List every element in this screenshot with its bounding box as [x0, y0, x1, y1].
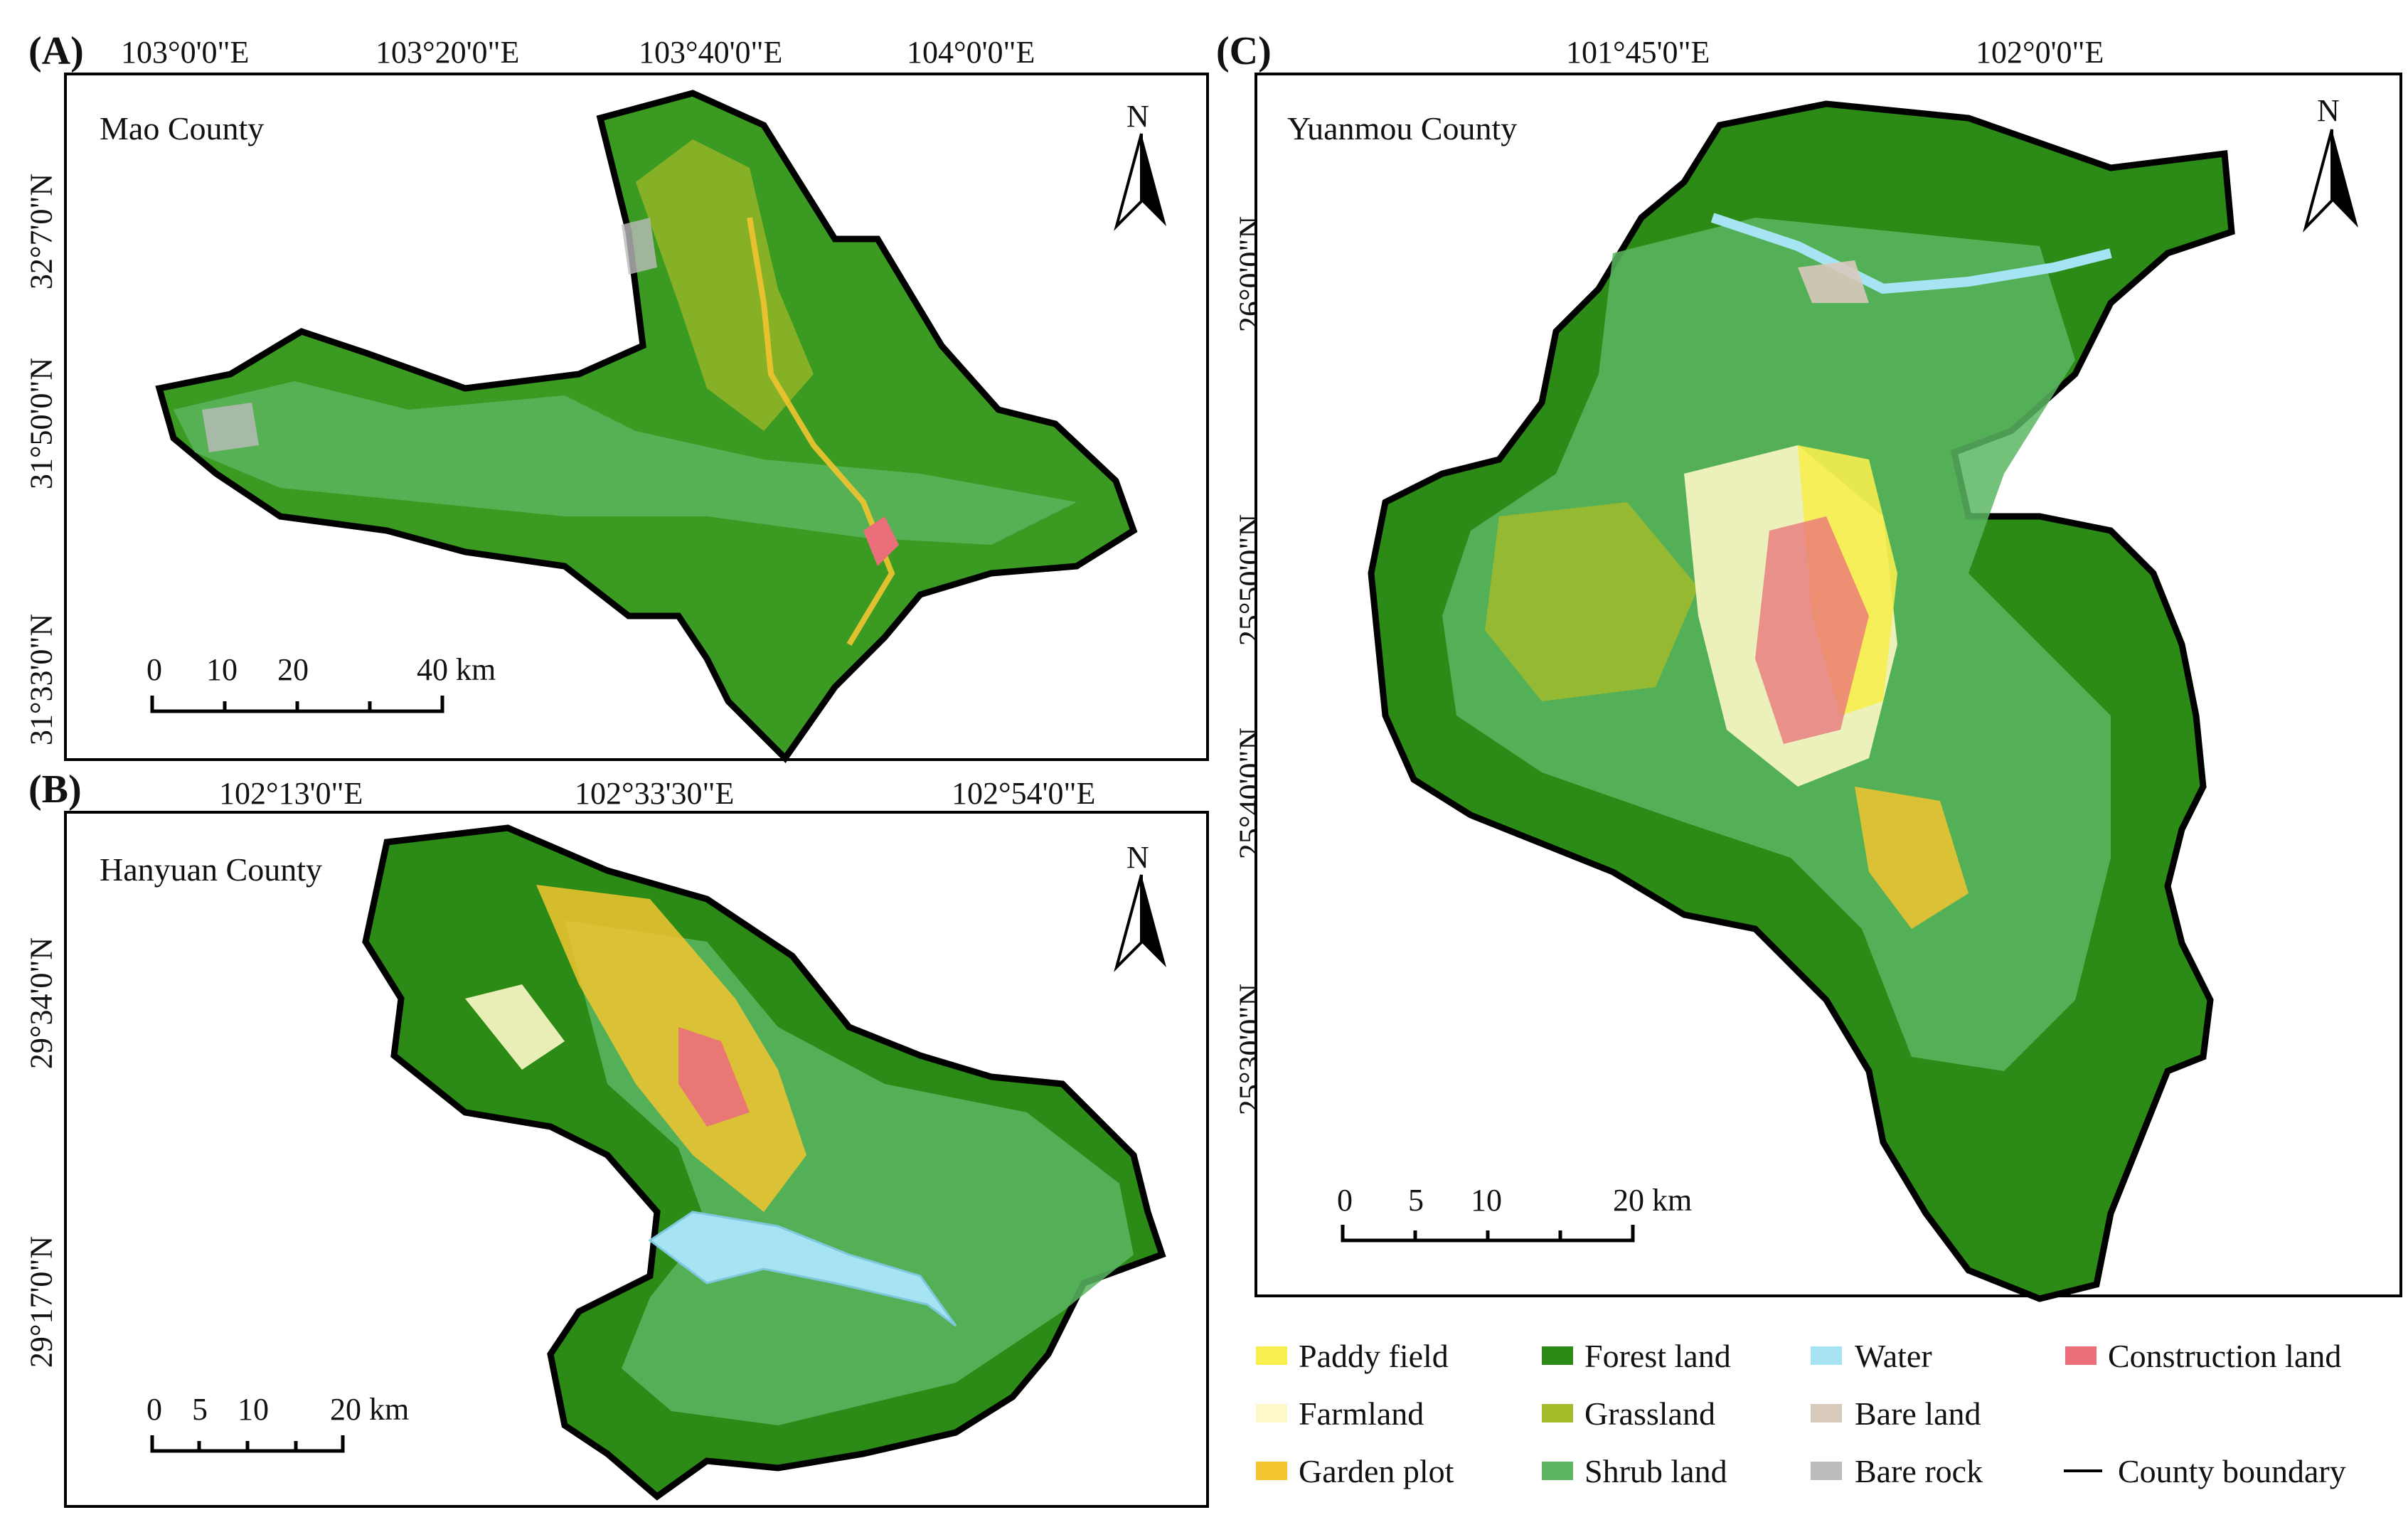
panel-a-county-name: Mao County — [100, 110, 265, 147]
panel-b-north-letter: N — [1126, 840, 1149, 875]
yuanmou-grass-patch — [1485, 502, 1698, 701]
panel-a-lon-tick-2: 103°20'0"E — [375, 35, 520, 70]
panel-c-county-name: Yuanmou County — [1287, 110, 1518, 147]
panel-a-label: (A) — [28, 29, 84, 73]
panel-b-scale-10: 10 — [238, 1392, 269, 1427]
legend-label-shrub-land: Shrub land — [1584, 1453, 1727, 1489]
legend-label-farmland: Farmland — [1299, 1395, 1424, 1432]
panel-a-scale-0: 0 — [146, 652, 162, 687]
hanyuan-farmland-patch — [465, 984, 565, 1070]
north-arrow-icon — [2303, 129, 2358, 233]
legend-label-construction-land: Construction land — [2108, 1338, 2342, 1374]
panel-b-label: (B) — [28, 767, 82, 812]
panel-c-scale-20: 20 km — [1613, 1183, 1693, 1218]
panel-a-lon-tick-4: 104°0'0"E — [907, 35, 1035, 70]
panel-a-lat-tick-3: 31°33'0"N — [23, 613, 59, 746]
hanyuan-reservoir — [648, 1211, 957, 1327]
legend-label-county-boundary: County boundary — [2118, 1453, 2346, 1489]
panel-b-lon-tick-3: 102°54'0"E — [952, 776, 1096, 811]
panel-b-scale-bar — [150, 1435, 345, 1453]
panel-a-lat-tick-2: 31°50'0"N — [23, 357, 59, 490]
panel-b-lat-tick-1: 29°34'0"N — [23, 937, 59, 1070]
legend-swatch-forest-land — [1542, 1346, 1573, 1365]
hanyuan-county-land-use-map — [362, 824, 1166, 1501]
panel-c-scale-10: 10 — [1471, 1183, 1502, 1218]
mao-county-boundary — [155, 90, 1138, 763]
panel-b-lon-tick-2: 102°33'30"E — [575, 776, 735, 811]
legend-label-bare-land: Bare land — [1855, 1395, 1981, 1432]
panel-a-scale-20: 20 — [277, 652, 309, 687]
panel-a-lon-tick-3: 103°40'0"E — [639, 35, 783, 70]
panel-c-lon-tick-1: 101°45'0"E — [1566, 35, 1710, 70]
panel-c-north-letter: N — [2317, 93, 2340, 128]
panel-c-scale-bar — [1341, 1225, 1635, 1243]
legend-line-county-boundary — [2064, 1469, 2102, 1472]
yuanmou-river — [1710, 213, 2112, 294]
yuanmou-bare-patch — [1798, 260, 1869, 303]
mao-rock-west — [202, 403, 259, 452]
legend-swatch-paddy-field — [1256, 1346, 1287, 1365]
panel-b-scale-5: 5 — [192, 1392, 208, 1427]
legend-label-paddy-field: Paddy field — [1299, 1338, 1449, 1374]
hanyuan-construction — [678, 1027, 750, 1127]
panel-b-map-frame: Hanyuan County N 0 5 10 20 km — [64, 811, 1209, 1508]
panel-a-north-letter: N — [1126, 99, 1149, 134]
panel-b-county-name: Hanyuan County — [100, 851, 323, 888]
mao-county-land-use-map — [155, 90, 1138, 763]
legend-swatch-bare-land — [1811, 1404, 1842, 1422]
panel-a-map-frame: Mao County N 0 10 20 40 km — [64, 73, 1209, 763]
yuanmou-construction — [1755, 516, 1869, 744]
panel-b-scale-20: 20 km — [330, 1392, 410, 1427]
panel-c-map-frame: Yuanmou County N 0 5 10 20 km — [1254, 73, 2402, 1302]
legend-swatch-farmland — [1256, 1404, 1287, 1422]
legend-swatch-water — [1811, 1346, 1842, 1365]
mao-rock-north — [622, 218, 657, 275]
legend-swatch-construction-land — [2065, 1346, 2097, 1365]
panel-b-lat-tick-2: 29°17'0"N — [23, 1235, 59, 1368]
legend-swatch-shrub-land — [1542, 1462, 1573, 1480]
mao-river — [747, 217, 895, 647]
legend-label-water: Water — [1855, 1338, 1932, 1374]
mao-construction — [863, 516, 899, 566]
panel-b-scale-0: 0 — [146, 1392, 162, 1427]
panel-c-scale-0: 0 — [1337, 1183, 1353, 1218]
legend-label-forest-land: Forest land — [1584, 1338, 1731, 1374]
legend-swatch-bare-rock — [1811, 1462, 1842, 1480]
panel-a-lat-tick-1: 32°7'0"N — [23, 173, 59, 290]
panel-a-scale-10: 10 — [206, 652, 238, 687]
panel-c-label: (C) — [1216, 29, 1272, 73]
panel-a-scale-bar — [150, 696, 444, 713]
legend-swatch-garden-plot — [1256, 1462, 1287, 1480]
legend-label-bare-rock: Bare rock — [1855, 1453, 1983, 1489]
north-arrow-icon — [1114, 874, 1166, 972]
hanyuan-garden-patch — [536, 885, 806, 1212]
yuanmou-garden-patch — [1855, 787, 1969, 929]
yuanmou-county-land-use-map — [1368, 100, 2235, 1302]
legend-label-garden-plot: Garden plot — [1299, 1453, 1454, 1489]
panel-c-lon-tick-2: 102°0'0"E — [1976, 35, 2104, 70]
panel-b-lon-tick-1: 102°13'0"E — [219, 776, 363, 811]
mao-shrub-patch — [174, 381, 1077, 545]
legend-label-grassland: Grassland — [1584, 1395, 1715, 1432]
north-arrow-icon — [1114, 133, 1166, 231]
panel-c-scale-5: 5 — [1408, 1183, 1424, 1218]
panel-a-scale-40: 40 km — [417, 652, 496, 687]
legend-swatch-grassland — [1542, 1404, 1573, 1422]
panel-a-lon-tick-1: 103°0'0"E — [121, 35, 250, 70]
